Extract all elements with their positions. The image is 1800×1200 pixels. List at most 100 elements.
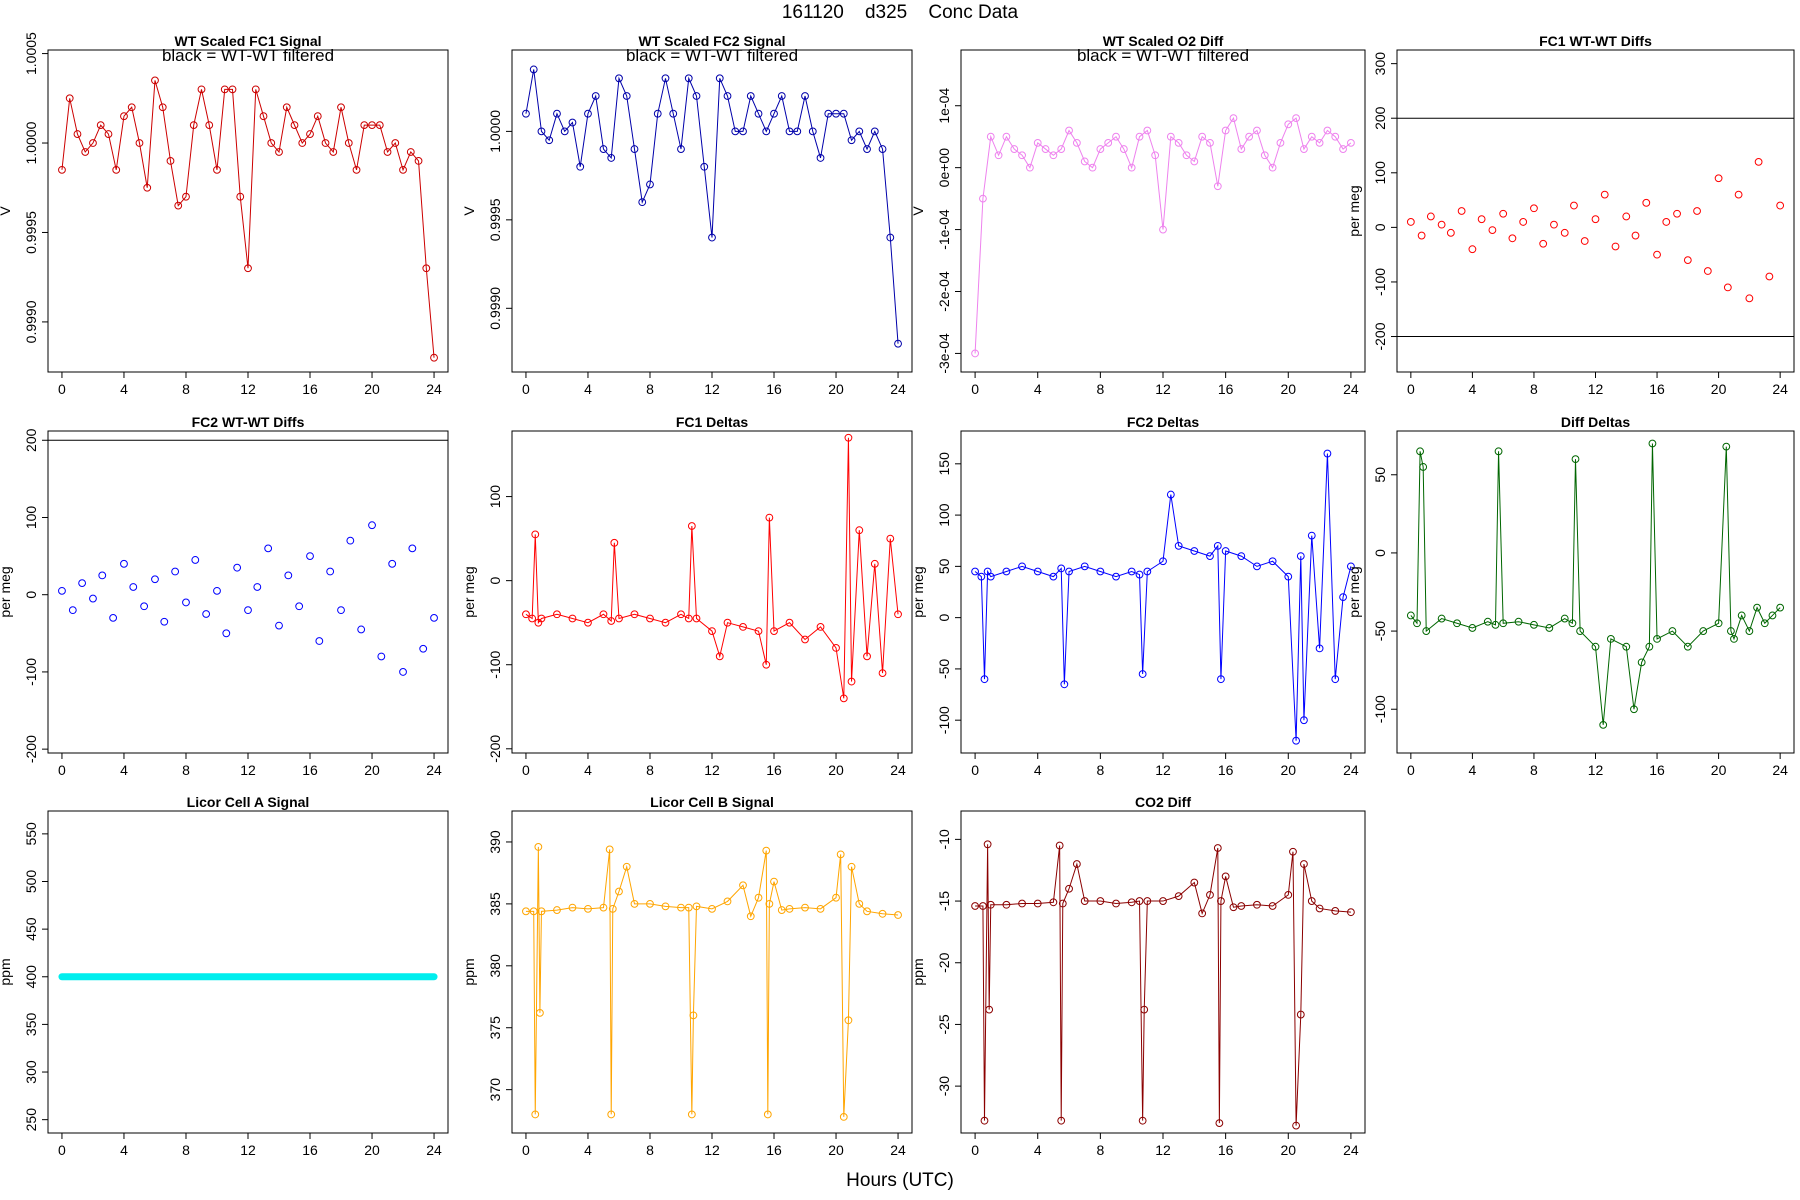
data-point <box>1645 642 1654 651</box>
data-point <box>1127 163 1136 172</box>
data-point <box>1776 201 1785 210</box>
data-point <box>661 902 670 911</box>
data-point <box>1499 619 1508 628</box>
data-point <box>607 1110 616 1119</box>
x-tick-label: 8 <box>182 1142 190 1158</box>
data-point <box>894 339 902 348</box>
data-point <box>1446 228 1455 237</box>
data-point <box>980 675 989 684</box>
data-point <box>1138 670 1147 678</box>
data-point <box>205 121 214 130</box>
data-point <box>1289 847 1297 856</box>
data-point <box>684 903 693 912</box>
data-point <box>1296 552 1305 561</box>
data-point <box>1580 237 1589 245</box>
data-point <box>1127 898 1136 907</box>
y-tick-label: -15 <box>936 891 952 911</box>
data-point <box>591 92 600 100</box>
x-tick-label: 4 <box>1469 762 1477 778</box>
data-point <box>1323 126 1332 135</box>
data-point <box>352 165 361 174</box>
data-point <box>282 103 291 112</box>
data-point <box>1722 442 1731 451</box>
data-point <box>1143 897 1152 905</box>
data-point <box>1018 899 1026 908</box>
data-point <box>1437 614 1446 623</box>
chart-title: WT Scaled FC1 Signal <box>174 33 321 49</box>
plot-area <box>522 843 902 1121</box>
data-point <box>1714 619 1723 628</box>
data-point <box>1457 207 1466 215</box>
data-point <box>646 180 654 189</box>
x-tick-label: 20 <box>828 1142 844 1158</box>
data-point <box>222 629 231 638</box>
y-tick-label: 400 <box>23 965 39 989</box>
x-tick-label: 8 <box>646 762 654 778</box>
data-point <box>1347 908 1355 917</box>
data-point <box>1730 634 1738 643</box>
x-tick-label: 20 <box>1280 381 1296 397</box>
data-point <box>182 192 190 201</box>
plot-area <box>971 114 1355 358</box>
data-point <box>408 544 417 553</box>
data-point <box>1057 145 1066 153</box>
x-tick-label: 24 <box>890 762 906 778</box>
data-point <box>1753 603 1761 612</box>
data-point <box>1315 904 1324 913</box>
y-tick-label: 0.9990 <box>23 300 39 343</box>
x-tick-label: 24 <box>1772 762 1788 778</box>
data-point <box>746 92 755 100</box>
data-point <box>1416 447 1424 456</box>
data-point <box>615 887 623 896</box>
data-point <box>754 109 763 118</box>
data-point <box>765 513 774 522</box>
y-axis-label: ppm <box>910 958 926 985</box>
data-point <box>73 130 82 138</box>
data-point <box>321 139 330 147</box>
data-point <box>1206 138 1214 147</box>
chart-title: Diff Deltas <box>1561 414 1630 430</box>
data-point <box>1055 841 1064 850</box>
data-point <box>68 606 77 615</box>
data-point <box>1080 562 1089 571</box>
data-point <box>1347 562 1355 571</box>
data-point <box>174 201 183 210</box>
data-point <box>568 614 577 623</box>
data-point <box>863 652 871 661</box>
data-point <box>610 538 619 547</box>
data-point <box>971 567 979 576</box>
data-point <box>290 121 299 130</box>
data-point <box>315 637 324 645</box>
data-point <box>81 148 90 156</box>
y-tick-label: 150 <box>936 452 952 476</box>
x-tick-label: 4 <box>120 381 128 397</box>
chart-annotation: black = WT-WT filtered <box>1077 46 1249 65</box>
y-tick-label: 250 <box>23 1108 39 1132</box>
data-point <box>1683 642 1692 651</box>
data-point <box>630 145 639 153</box>
y-tick-label: 1.0005 <box>23 32 39 75</box>
data-point <box>1315 138 1324 147</box>
data-point <box>1315 644 1324 653</box>
data-point <box>529 907 538 916</box>
data-point <box>980 1116 989 1125</box>
y-tick-label: -50 <box>936 659 952 679</box>
data-point <box>1268 163 1277 172</box>
x-tick-label: 24 <box>426 1142 442 1158</box>
data-point <box>1754 157 1763 166</box>
data-point <box>638 198 647 207</box>
data-point <box>313 112 322 121</box>
y-tick-label: -3e-04 <box>936 333 952 374</box>
data-point <box>684 74 693 83</box>
x-tick-label: 4 <box>120 1142 128 1158</box>
data-point <box>801 92 809 100</box>
x-tick-label: 0 <box>58 381 66 397</box>
data-point <box>1300 145 1308 153</box>
data-point <box>422 264 431 273</box>
y-tick-label: 200 <box>1372 106 1388 130</box>
data-point <box>529 65 538 74</box>
data-point <box>844 433 853 442</box>
plot-frame <box>47 430 449 754</box>
data-point <box>1284 572 1293 581</box>
data-point <box>1488 226 1497 235</box>
